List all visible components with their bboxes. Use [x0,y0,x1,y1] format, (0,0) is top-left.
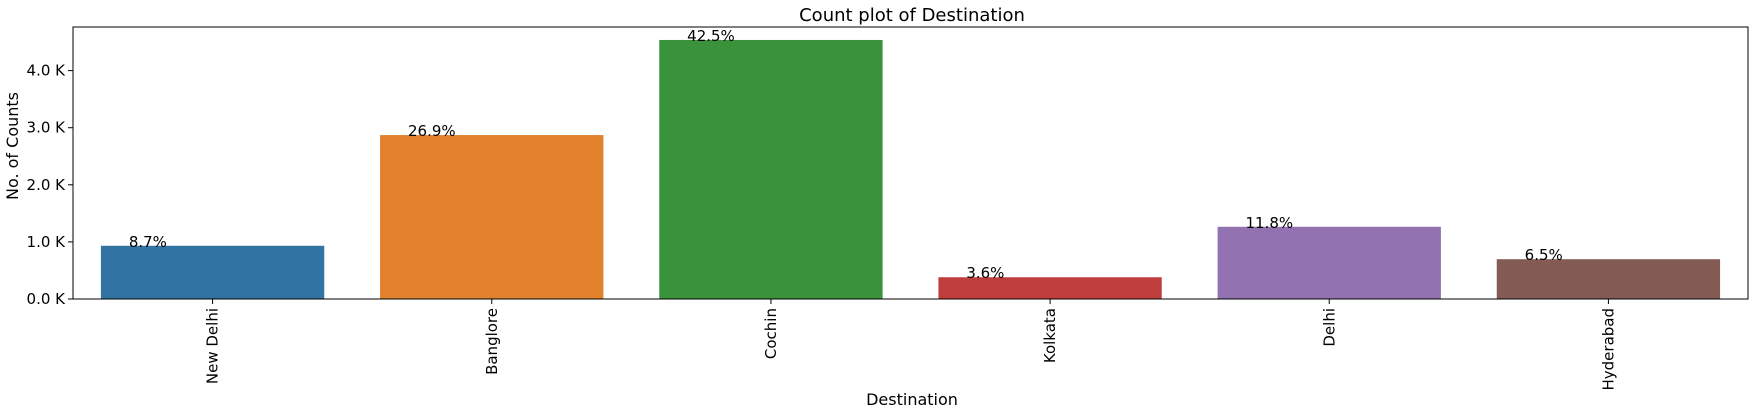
y-tick-label: 3.0 K [27,119,67,137]
chart-title: Count plot of Destination [799,5,1025,26]
y-axis-title: No. of Counts [3,92,22,200]
plot-frame [72,26,1749,300]
x-tick-label: Delhi [1320,308,1338,347]
x-axis-title: Destination [866,390,958,409]
y-tick-label: 4.0 K [27,62,67,80]
data-labels-layer: 8.7% 26.9% 42.5% 3.6% 11.8% 6.5% [129,27,1563,282]
data-label: 42.5% [687,27,735,45]
data-label: 11.8% [1246,214,1294,232]
bars-layer [100,39,1721,299]
data-label: 6.5% [1525,246,1563,264]
y-tick-label: 2.0 K [27,176,67,194]
x-tick-label: New Delhi [204,308,222,384]
data-label: 3.6% [966,264,1004,282]
bar-kolkata [938,277,1162,299]
x-axis: New Delhi Banglore Cochin Kolkata Delhi Hyder… [204,299,1617,391]
x-tick-label: Kolkata [1041,308,1059,363]
x-tick-label: Banglore [483,308,501,375]
bar-banglore [380,135,604,299]
data-label: 26.9% [408,122,456,140]
x-tick-label: Hyderabad [1599,308,1617,391]
data-label: 8.7% [129,233,167,251]
bar-new-delhi [100,245,325,299]
bar-delhi [1217,226,1441,299]
y-tick-label: 0.0 K [27,290,67,308]
y-axis: 0.0 K 1.0 K 2.0 K 3.0 K 4.0 K [27,62,73,308]
x-tick-label: Cochin [762,308,780,359]
bar-cochin [659,39,883,299]
bar-hyderabad [1496,259,1721,299]
y-tick-label: 1.0 K [27,233,67,251]
